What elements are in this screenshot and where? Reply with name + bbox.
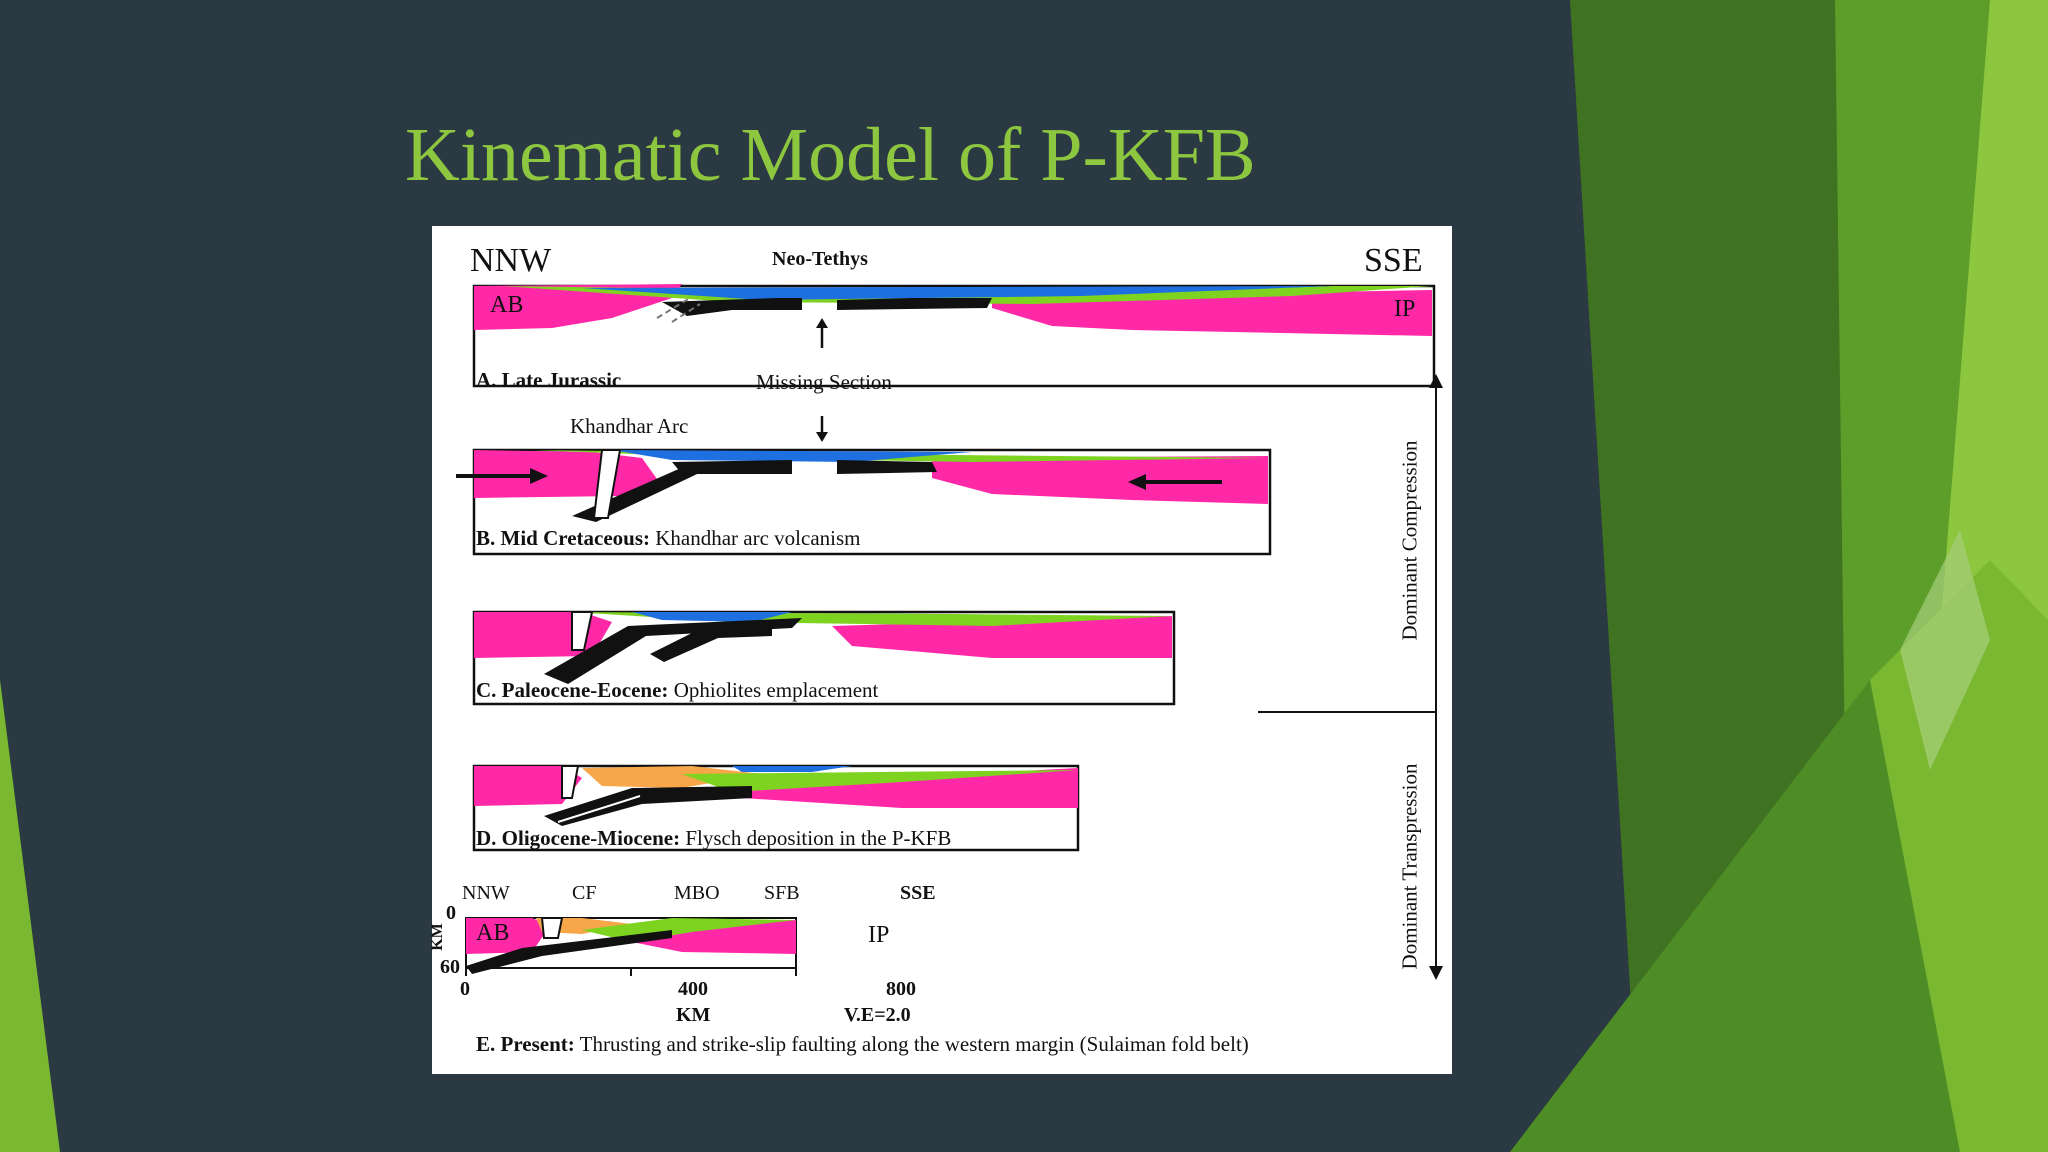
- panel-c-section: [472, 610, 1176, 706]
- present-ip-label: IP: [868, 922, 890, 948]
- khandhar-arc-label: Khandhar Arc: [570, 414, 689, 438]
- depth-top-label: 0: [446, 902, 456, 924]
- panel-e-slab: [466, 930, 672, 974]
- panel-b-title: B. Mid Cretaceous:: [476, 526, 650, 550]
- panel-b-ocean: [612, 450, 972, 462]
- cross-sections: [456, 284, 1443, 980]
- panel-c-title: C. Paleocene-Eocene:: [476, 678, 669, 702]
- panel-d-sediment: [682, 770, 1078, 792]
- present-sfb-label: SFB: [764, 882, 800, 904]
- panel-b-plate-right: [932, 456, 1268, 504]
- panel-b-volcano: [592, 449, 622, 519]
- plate-ip-label: IP: [1394, 296, 1416, 322]
- panel-c-caption: C. Paleocene-Eocene: Ophiolites emplacem…: [476, 678, 878, 703]
- direction-nnw-label: NNW: [470, 242, 552, 279]
- panel-a-plate-left: [474, 284, 682, 330]
- bg-facet-right-6: [1900, 530, 1990, 770]
- panel-d-plate-right: [732, 768, 1078, 808]
- panel-b-crust-right: [837, 460, 937, 474]
- x-tick-800: 800: [886, 978, 916, 1000]
- present-cf-label: CF: [572, 882, 597, 904]
- panel-c-slab-1: [544, 618, 802, 684]
- present-nnw-label: NNW: [462, 882, 510, 904]
- panel-d-flysch: [582, 766, 762, 788]
- bg-facet-left: [0, 680, 60, 1152]
- panel-b-desc: Khandhar arc volcanism: [655, 526, 861, 550]
- panel-c-desc: Ophiolites emplacement: [673, 678, 879, 702]
- panel-e-caption: E. Present: Thrusting and strike-slip fa…: [476, 1032, 1249, 1057]
- kinematic-diagram-figure: NNW SSE Neo-Tethys AB IP A. Late Jurassi…: [428, 226, 1452, 1074]
- present-ab-label: AB: [476, 920, 510, 946]
- panel-e-title: E. Present:: [476, 1032, 575, 1056]
- panel-e-section: [465, 917, 797, 976]
- panel-c-slab-2: [650, 626, 772, 662]
- panel-d-slab: [544, 786, 752, 826]
- x-unit-label: KM: [676, 1004, 711, 1026]
- panel-d-title: D. Oligocene-Miocene:: [476, 826, 681, 850]
- x-tick-0: 0: [460, 978, 470, 1000]
- x-tick-400: 400: [678, 978, 708, 1000]
- panel-b-caption: B. Mid Cretaceous: Khandhar arc volcanis…: [476, 526, 861, 551]
- plate-ab-label: AB: [490, 292, 524, 318]
- regime-compression-label: Dominant Compression: [1397, 440, 1422, 641]
- panel-e-desc: Thrusting and strike-slip faulting along…: [579, 1032, 1249, 1056]
- panel-d-ocean: [732, 766, 852, 772]
- panel-d-volcano: [561, 765, 580, 799]
- panel-a-section: [472, 284, 1436, 388]
- panel-a-oceanic-crust-left: [662, 298, 802, 316]
- panel-d-section: [472, 764, 1080, 852]
- missing-section-label: Missing Section: [756, 370, 892, 394]
- bg-facet-right-4: [1510, 680, 1960, 1152]
- direction-sse-label: SSE: [1364, 242, 1423, 279]
- panel-a-oceanic-crust-right: [837, 298, 992, 310]
- panel-e-plate-left: [466, 918, 550, 954]
- panel-c-plate-right: [832, 616, 1172, 658]
- panel-a-title: A. Late Jurassic: [476, 368, 622, 392]
- panel-d-plate-left: [474, 766, 582, 806]
- neo-tethys-label: Neo-Tethys: [772, 248, 868, 270]
- panel-c-volcano: [571, 611, 594, 651]
- panel-a-ocean: [582, 286, 1332, 300]
- regime-transpression-label: Dominant Transpression: [1397, 763, 1422, 970]
- present-sse-label: SSE: [900, 882, 936, 904]
- present-mbo-label: MBO: [674, 882, 720, 904]
- panel-e-volcano: [540, 917, 564, 939]
- panel-d-caption: D. Oligocene-Miocene: Flysch deposition …: [476, 826, 951, 851]
- panel-d-desc: Flysch deposition in the P-KFB: [685, 826, 952, 850]
- vertical-exaggeration-label: V.E=2.0: [844, 1004, 911, 1026]
- slide-title: Kinematic Model of P-KFB: [405, 113, 1256, 197]
- regime-arrow: [1258, 374, 1443, 980]
- depth-unit-label: KM: [428, 923, 446, 951]
- depth-bottom-label: 60: [440, 956, 460, 978]
- panel-b-section: [456, 416, 1272, 556]
- panel-c-ocean: [632, 612, 792, 622]
